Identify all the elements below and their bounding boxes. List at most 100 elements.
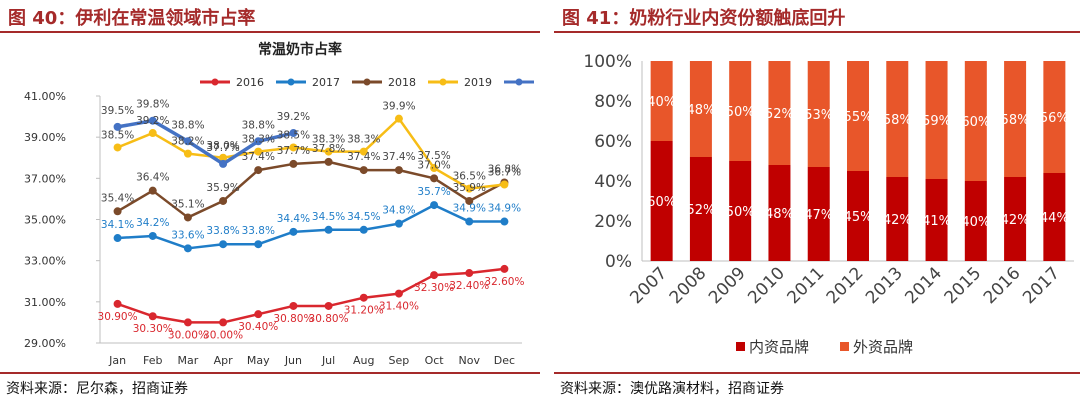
data-point <box>394 166 403 175</box>
data-point <box>430 201 439 210</box>
series-line <box>117 118 294 166</box>
bar-label-domestic: 52% <box>686 203 715 218</box>
data-label: 38.3% <box>347 134 380 146</box>
bar-domestic <box>925 179 948 261</box>
data-point <box>465 269 474 278</box>
chart-title: 常温奶市占率 <box>258 41 342 58</box>
y-tick-label: 100% <box>583 52 632 72</box>
legend-label: 2018 <box>388 76 416 89</box>
y-tick-label: 37.00% <box>24 172 66 185</box>
data-point <box>465 217 474 226</box>
data-point <box>289 129 298 138</box>
data-label: 39.8% <box>136 99 169 111</box>
data-label: 33.8% <box>206 225 239 237</box>
data-point <box>219 240 228 249</box>
x-tick-label: 2013 <box>862 263 907 308</box>
data-label: 39.5% <box>101 105 134 117</box>
data-label: 37.7% <box>206 142 239 154</box>
bar-label-foreign: 60% <box>961 115 990 130</box>
market-share-line-chart: 常温奶市占率 2016 2017 2018 2019 29.00% 31.00% 33.00%… <box>24 41 534 367</box>
data-point <box>500 180 509 189</box>
bar-label-domestic: 42% <box>1001 213 1030 228</box>
bar-foreign <box>886 61 909 177</box>
bar-domestic <box>847 171 869 261</box>
data-label: 36.7% <box>488 167 521 179</box>
source-note: 资料来源：尼尔森，招商证券 <box>6 381 188 397</box>
data-label: 30.90% <box>98 311 138 323</box>
legend-label: 2017 <box>312 76 340 89</box>
data-point <box>465 196 474 205</box>
data-label: 33.6% <box>171 229 204 241</box>
bar-label-domestic: 60% <box>647 195 676 210</box>
bar-label-foreign: 53% <box>804 108 833 123</box>
bar-label-domestic: 50% <box>726 205 755 220</box>
data-point <box>183 137 192 146</box>
bar-domestic <box>886 177 909 261</box>
data-label: 38.0% <box>206 140 239 152</box>
data-label: 38.8% <box>242 119 275 131</box>
data-label: 34.2% <box>136 217 169 229</box>
data-point <box>219 153 228 162</box>
title-rule <box>554 31 1080 33</box>
domestic-share-bar-chart: 0% 20% 40% 60% 80% 100% 60% 40% 2007 52% 48% 2008 50… <box>583 52 1074 356</box>
data-label: 34.9% <box>488 203 521 215</box>
data-label: 35.9% <box>206 182 239 194</box>
data-label: 34.1% <box>101 219 134 231</box>
y-tick-label: 39.00% <box>24 131 66 144</box>
x-tick-label: Dec <box>494 354 515 367</box>
x-tick-label: Jan <box>108 354 126 367</box>
right-figure-panel: 图 41：奶粉行业内资份额触底回升 0% 20% 40% 60% 80% 100% 60% 4… <box>554 0 1080 403</box>
bar-domestic <box>768 165 791 261</box>
data-point <box>183 244 192 253</box>
data-label: 37.7% <box>277 145 310 157</box>
data-point <box>183 149 192 158</box>
x-tick-label: 2012 <box>823 263 868 308</box>
data-label: 39.9% <box>382 101 415 113</box>
data-point <box>289 159 298 168</box>
data-label: 30.00% <box>168 329 208 341</box>
data-point <box>254 166 263 175</box>
data-label: 30.80% <box>273 313 313 325</box>
legend-label: 外资品牌 <box>853 338 913 356</box>
bar-domestic <box>1004 177 1027 261</box>
data-label: 38.3% <box>312 134 345 146</box>
data-label: 34.9% <box>453 203 486 215</box>
x-tick-label: Jun <box>284 354 302 367</box>
bar-foreign <box>1043 61 1066 173</box>
x-tick-label: Oct <box>425 354 445 367</box>
data-label: 30.80% <box>309 313 349 325</box>
x-tick-label: 2009 <box>705 263 750 308</box>
x-tick-label: Mar <box>178 354 199 367</box>
data-label: 38.8% <box>171 119 204 131</box>
bar-foreign <box>689 61 712 157</box>
data-point <box>113 122 122 131</box>
bar-label-domestic: 47% <box>804 208 833 223</box>
data-label: 32.40% <box>449 280 489 292</box>
data-point <box>289 227 298 236</box>
x-tick-label: 2007 <box>626 263 671 308</box>
legend-swatch-marker <box>363 78 371 86</box>
legend-label: 内资品牌 <box>749 338 809 356</box>
bar-foreign <box>925 61 948 179</box>
data-label: 37.4% <box>382 151 415 163</box>
x-tick-label: Apr <box>214 354 234 367</box>
series-line <box>117 267 505 324</box>
x-tick-label: 2015 <box>941 263 986 308</box>
data-label: 39.2% <box>136 115 169 127</box>
source-rule <box>554 372 1080 374</box>
x-tick-label: Aug <box>353 354 374 367</box>
data-point <box>359 166 368 175</box>
data-label: 39.2% <box>277 111 310 123</box>
bar-foreign <box>729 61 752 161</box>
bar-label-foreign: 55% <box>844 110 873 125</box>
bar-label-domestic: 48% <box>765 207 794 222</box>
data-label: 34.4% <box>277 213 310 225</box>
y-tick-label: 31.00% <box>24 296 66 309</box>
y-tick-label: 33.00% <box>24 255 66 268</box>
data-point <box>289 143 298 152</box>
data-label: 32.60% <box>484 276 524 288</box>
data-label: 38.5% <box>277 129 310 141</box>
data-label: 36.5% <box>453 171 486 183</box>
data-point <box>394 289 403 298</box>
data-label: 35.1% <box>171 198 204 210</box>
